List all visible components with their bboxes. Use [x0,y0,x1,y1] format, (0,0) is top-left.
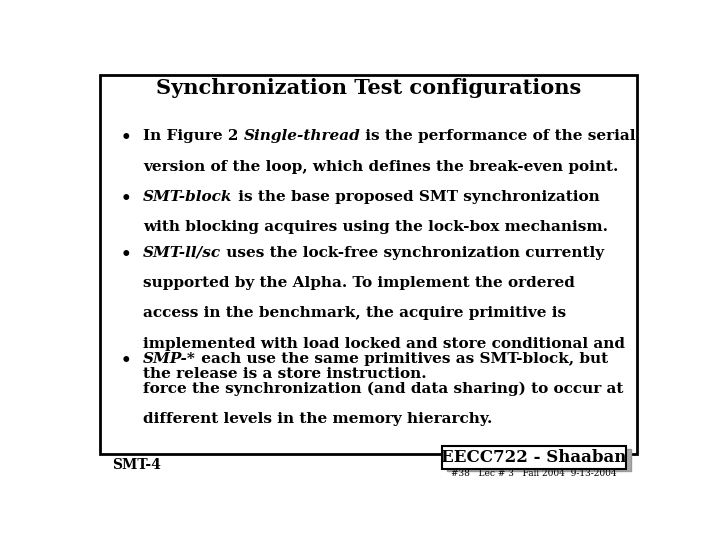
Text: SMT-ll/sc: SMT-ll/sc [143,246,221,260]
Text: •: • [121,352,131,369]
Text: each use the same primitives as SMT-block, but: each use the same primitives as SMT-bloc… [196,352,608,366]
Text: Synchronization Test configurations: Synchronization Test configurations [156,78,582,98]
Text: the release is a store instruction.: the release is a store instruction. [143,367,427,381]
Text: EECC722 - Shaaban: EECC722 - Shaaban [441,449,626,466]
Text: In Figure 2: In Figure 2 [143,129,243,143]
Text: Single-thread: Single-thread [243,129,361,143]
Text: uses the lock-free synchronization currently: uses the lock-free synchronization curre… [221,246,604,260]
Text: •: • [121,129,131,146]
Text: version of the loop, which defines the break-even point.: version of the loop, which defines the b… [143,160,618,173]
Text: implemented with load locked and store conditional and: implemented with load locked and store c… [143,337,625,351]
Text: is the base proposed SMT synchronization: is the base proposed SMT synchronization [233,190,599,204]
Text: •: • [121,246,131,262]
Text: •: • [121,190,131,206]
Text: is the performance of the serial: is the performance of the serial [361,129,636,143]
Text: SMP-*: SMP-* [143,352,196,366]
Text: different levels in the memory hierarchy.: different levels in the memory hierarchy… [143,413,492,427]
Text: #38   Lec # 3   Fall 2004  9-13-2004: #38 Lec # 3 Fall 2004 9-13-2004 [451,469,616,478]
FancyBboxPatch shape [441,446,626,469]
Text: access in the benchmark, the acquire primitive is: access in the benchmark, the acquire pri… [143,306,566,320]
Text: SMT-block: SMT-block [143,190,233,204]
Text: with blocking acquires using the lock-box mechanism.: with blocking acquires using the lock-bo… [143,220,608,234]
Text: supported by the Alpha. To implement the ordered: supported by the Alpha. To implement the… [143,276,575,290]
FancyBboxPatch shape [447,449,631,471]
Text: force the synchronization (and data sharing) to occur at: force the synchronization (and data shar… [143,382,624,396]
Text: SMT-4: SMT-4 [112,458,161,472]
FancyBboxPatch shape [100,75,637,454]
